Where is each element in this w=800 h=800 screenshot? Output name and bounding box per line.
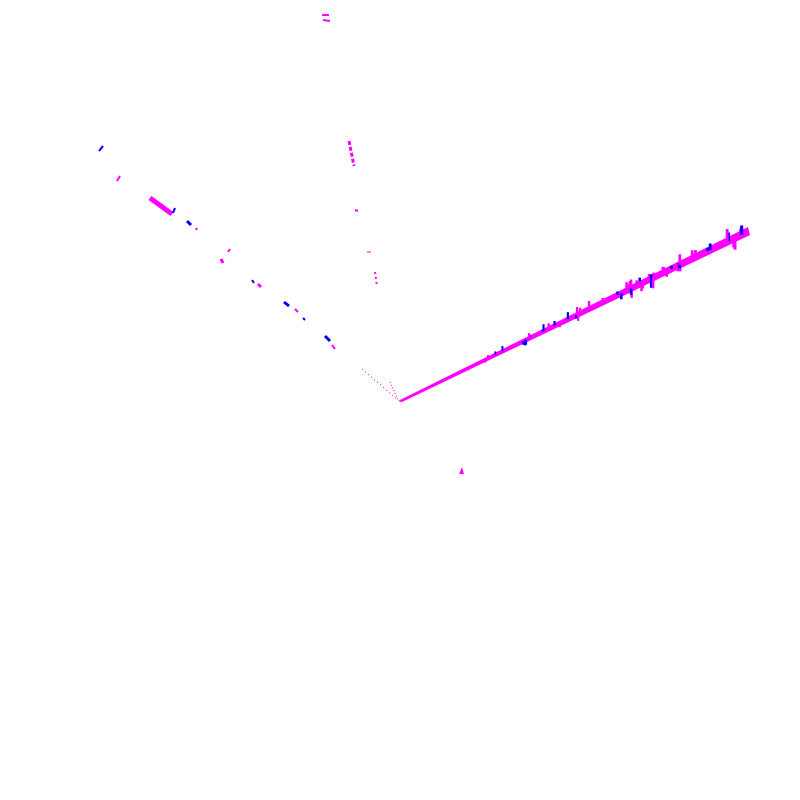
ray-east: [398, 225, 750, 402]
point-marker: [459, 467, 464, 474]
point-dash: [219, 258, 225, 264]
point-dash: [148, 195, 174, 217]
point-dash: [172, 207, 176, 214]
point-dash: [322, 19, 331, 22]
point-dash: [283, 300, 290, 308]
ray-northwest: [98, 145, 399, 401]
point-trail: [389, 381, 399, 401]
point-dash: [354, 209, 359, 212]
point-dash: [294, 308, 299, 313]
point-dash: [98, 145, 104, 152]
point-dash: [195, 227, 198, 231]
point-dash: [227, 248, 231, 253]
point-dash: [185, 219, 193, 227]
point-dash: [374, 271, 378, 287]
point-dash: [116, 175, 121, 182]
point-dash: [331, 344, 336, 350]
point-dash: [302, 317, 306, 321]
point-dash: [256, 282, 263, 289]
point-dash: [323, 334, 332, 343]
ray-north: [322, 14, 464, 474]
point-dash: [251, 279, 255, 284]
point-dash: [347, 140, 356, 167]
